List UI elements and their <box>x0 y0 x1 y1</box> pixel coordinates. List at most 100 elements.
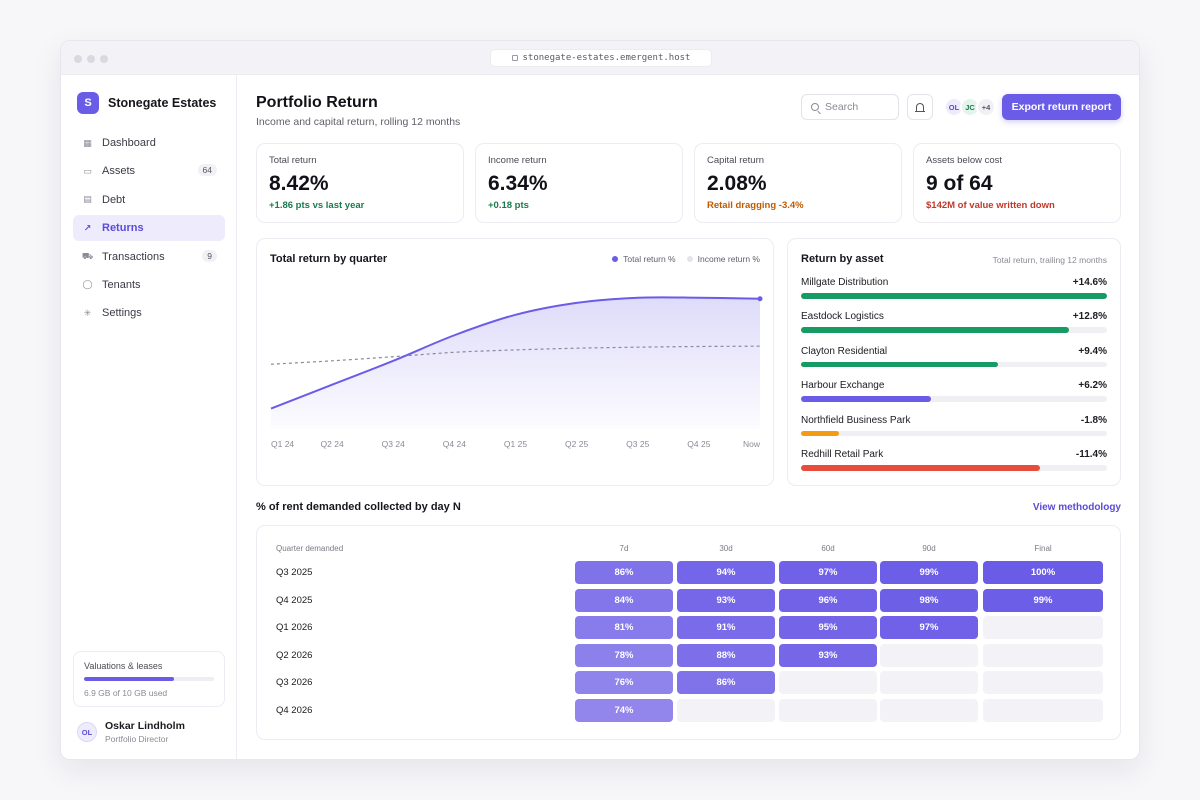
income-return-line <box>270 345 761 365</box>
sidebar-item-assets[interactable]: ▭ Assets 64 <box>73 158 225 184</box>
sidebar-item-returns[interactable]: ↗ Returns <box>73 215 225 242</box>
asset-return-value: -11.4% <box>1075 449 1107 460</box>
heatmap-cell <box>983 643 1103 667</box>
heatmap-cell <box>983 699 1103 722</box>
total-return-point-now[interactable] <box>757 296 763 302</box>
kpi-card-assets-below-cost[interactable]: Assets below cost 9 of 64 $142M of value w… <box>913 143 1121 223</box>
kpi-value: 6.34% <box>488 172 548 195</box>
heatmap-cell <box>983 671 1103 695</box>
sidebar-item-label: Tenants <box>102 278 141 291</box>
asset-return-row[interactable]: Redhill Retail Park -11.4% <box>801 449 1107 479</box>
sidebar-item-tenants[interactable]: ◯ Tenants <box>73 272 225 298</box>
legend-label: Total return % <box>623 254 676 264</box>
asset-return-row[interactable]: Harbour Exchange +6.2% <box>801 380 1107 410</box>
notifications-button[interactable] <box>907 94 933 120</box>
asset-return-track <box>801 396 1107 402</box>
window-maximize-dot[interactable] <box>100 55 108 63</box>
heatmap-cell[interactable]: 98% <box>880 588 978 612</box>
x-tick-label: Q1 24 <box>271 439 294 449</box>
asset-return-bar <box>801 430 839 437</box>
lock-icon <box>511 55 518 61</box>
search-icon <box>811 103 819 111</box>
heatmap-cell[interactable]: 86% <box>677 671 775 695</box>
heatmap-cell[interactable]: 76% <box>575 671 673 695</box>
asset-return-row[interactable]: Millgate Distribution +14.6% <box>801 277 1107 307</box>
folder-icon: ▭ <box>83 165 92 176</box>
sidebar-item-transactions[interactable]: ⛟ Transactions 9 <box>73 244 225 270</box>
column-header: 30d <box>719 544 733 553</box>
heatmap-cell[interactable]: 96% <box>779 588 877 612</box>
view-methodology-link[interactable]: View methodology <box>1032 502 1121 513</box>
heatmap-cell[interactable]: 99% <box>880 561 978 584</box>
heatmap-cell[interactable]: 94% <box>677 561 775 584</box>
asset-return-row[interactable]: Eastdock Logistics +12.8% <box>801 311 1107 341</box>
heatmap-cell[interactable]: 86% <box>575 561 673 584</box>
heatmap-cell[interactable]: 95% <box>779 616 877 640</box>
x-tick-label: Q2 25 <box>565 439 588 449</box>
storage-progress-bar <box>84 677 214 681</box>
legend-label: Income return % <box>697 254 760 264</box>
asset-return-value: +6.2% <box>1078 380 1107 392</box>
heatmap-cell <box>677 699 775 722</box>
heatmap-cell[interactable]: 84% <box>575 588 673 612</box>
sidebar-item-settings[interactable]: ✳ Settings <box>73 300 225 326</box>
search-input[interactable]: Search <box>801 94 899 120</box>
sidebar-item-count: 9 <box>202 249 217 262</box>
sidebar-item-dashboard[interactable]: ▦ Dashboard <box>73 130 225 156</box>
collection-cohort-table: Quarter demanded 7d 30d 60d 90d Final Q3 2025 8… <box>256 525 1121 740</box>
user-name: Oskar Lindholm <box>105 720 185 732</box>
asset-name: Millgate Distribution <box>801 277 889 288</box>
heatmap-cell[interactable]: 74% <box>575 699 673 722</box>
export-return-report-button[interactable]: Export return report <box>1002 94 1121 120</box>
browser-titlebar: stonegate-estates.emergent.host <box>61 41 1139 75</box>
row-label: Q2 2026 <box>276 649 313 661</box>
total-return-chart-card: Q1 24 Q2 24 Q3 24 Q4 24 Q1 25 Q2 25 Q3 25 Q4 25… <box>256 238 774 486</box>
kpi-label: Assets below cost <box>926 155 1003 166</box>
column-header: 60d <box>821 544 835 553</box>
x-tick-label: Now <box>743 439 761 449</box>
kpi-value: 2.08% <box>707 172 767 195</box>
browser-window: stonegate-estates.emergent.host S Stoneg… <box>60 40 1140 760</box>
heatmap-cell[interactable]: 93% <box>677 588 775 612</box>
bell-icon <box>915 103 925 112</box>
document-icon: ▤ <box>83 194 92 205</box>
asset-return-row[interactable]: Clayton Residential +9.4% <box>801 346 1107 376</box>
window-close-dot[interactable] <box>74 55 82 63</box>
kpi-card-total-return[interactable]: Total return 8.42% +1.86 pts vs last year <box>256 143 464 223</box>
heatmap-cell[interactable]: 93% <box>779 643 877 667</box>
heatmap-cell[interactable]: 100% <box>983 561 1103 584</box>
sidebar-nav: ▦ Dashboard ▭ Assets 64 ▤ Debt ↗ Returns ⛟ Transac… <box>73 130 225 329</box>
row-label: Q3 2026 <box>276 677 313 689</box>
user-icon: ◯ <box>82 279 93 290</box>
sidebar-item-label: Dashboard <box>102 137 156 149</box>
asset-return-row[interactable]: Northfield Business Park -1.8% <box>801 415 1107 445</box>
collaborator-avatars[interactable]: OL JC +4 <box>944 97 996 117</box>
brand[interactable]: S Stonegate Estates <box>77 92 216 114</box>
asset-name: Harbour Exchange <box>801 380 885 392</box>
heatmap-cell[interactable]: 99% <box>983 588 1103 612</box>
user-profile[interactable]: OL Oskar Lindholm Portfolio Director <box>77 720 185 744</box>
heatmap-cell[interactable]: 97% <box>880 616 978 640</box>
heatmap-cell[interactable]: 91% <box>677 616 775 640</box>
asset-return-bar <box>801 293 1107 299</box>
heatmap-cell[interactable]: 78% <box>575 643 673 667</box>
kpi-card-capital-return[interactable]: Capital return 2.08% Retail dragging -3.4% <box>694 143 902 223</box>
kpi-card-income-return[interactable]: Income return 6.34% +0.18 pts <box>475 143 683 223</box>
storage-progress-fill <box>84 677 174 681</box>
asset-return-track <box>801 293 1107 299</box>
address-bar[interactable]: stonegate-estates.emergent.host <box>490 49 712 67</box>
sidebar-item-label: Settings <box>102 307 142 320</box>
heatmap-cell[interactable]: 88% <box>677 643 775 667</box>
sidebar-item-label: Assets <box>102 165 136 178</box>
sidebar: S Stonegate Estates ▦ Dashboard ▭ Assets 64 ▤… <box>61 75 237 759</box>
kpi-delta: +0.18 pts <box>488 200 529 211</box>
heatmap-cell[interactable]: 97% <box>779 561 877 584</box>
heatmap-cell[interactable]: 81% <box>575 616 673 640</box>
avatars-more-count[interactable]: +4 <box>976 97 996 117</box>
heatmap-cell <box>880 671 978 695</box>
kpi-value: 8.42% <box>269 172 329 195</box>
storage-widget: Valuations & leases 6.9 GB of 10 GB used <box>73 651 225 707</box>
sidebar-item-debt[interactable]: ▤ Debt <box>73 187 225 213</box>
trend-up-icon: ↗ <box>83 222 92 233</box>
window-minimize-dot[interactable] <box>87 55 95 63</box>
